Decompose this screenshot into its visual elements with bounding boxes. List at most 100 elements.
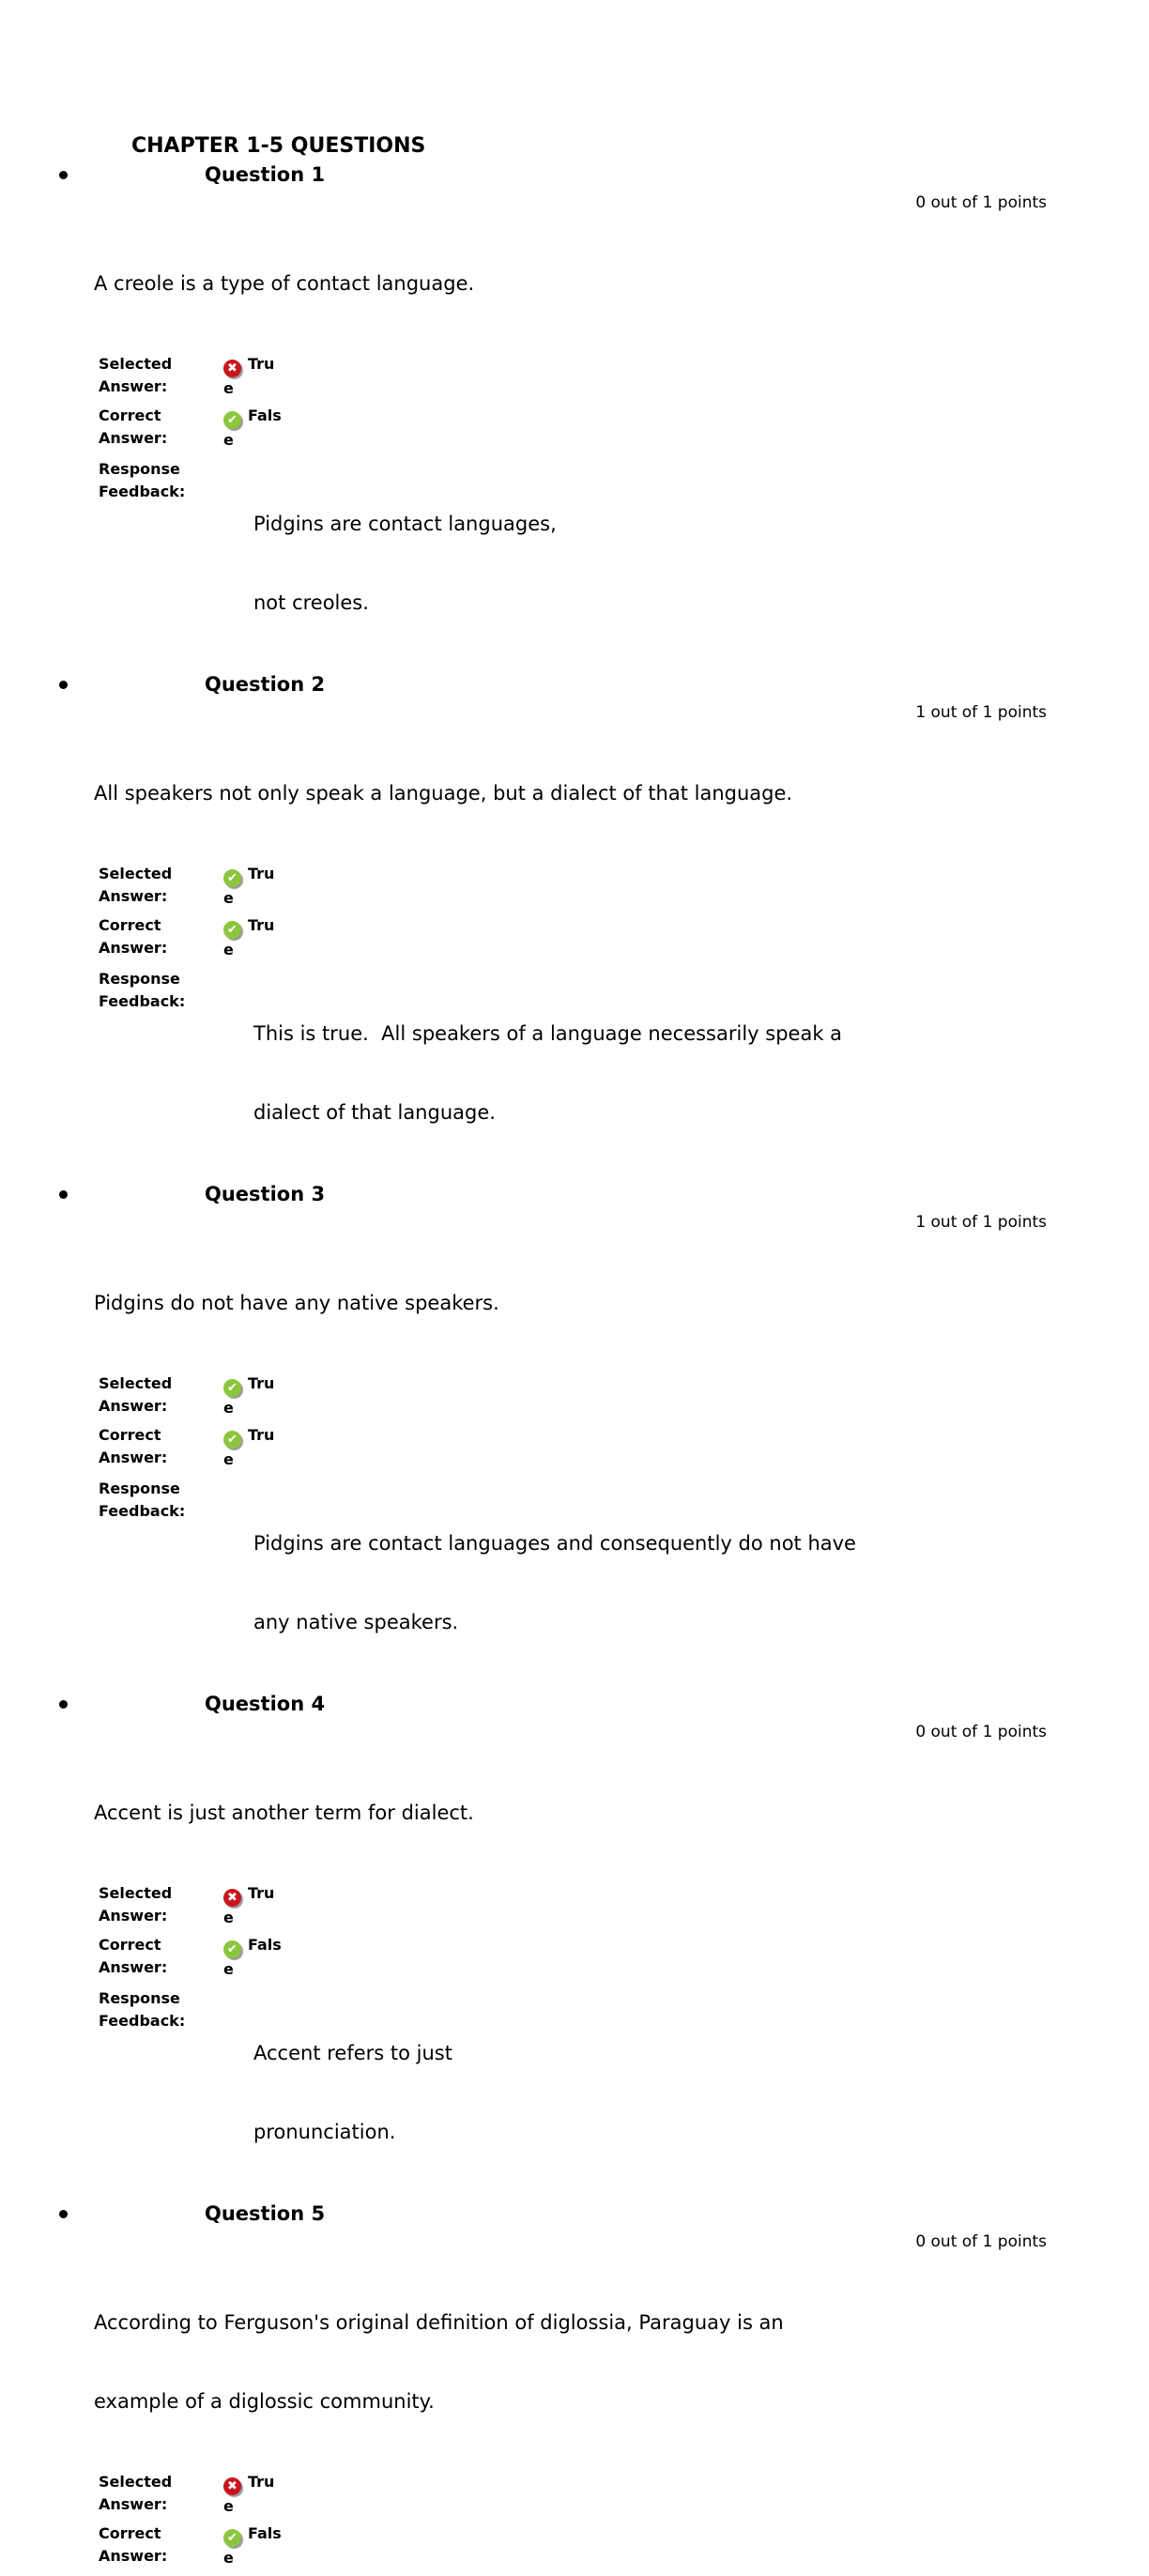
correct-answer-value: ✔ True bbox=[223, 914, 284, 961]
question-title: Question 1 bbox=[205, 163, 326, 186]
label-line: Selected bbox=[99, 2473, 173, 2491]
label-line: Answer: bbox=[99, 2547, 168, 2565]
question-text-line: A creole is a type of contact language. bbox=[94, 272, 475, 295]
correct-answer-label: Correct Answer: bbox=[99, 1934, 223, 1981]
label-line: Feedback: bbox=[99, 992, 186, 1010]
correct-answer-row: Correct Answer: ✔ True bbox=[99, 1424, 1047, 1471]
bullet-icon bbox=[59, 681, 68, 689]
label-line: Answer: bbox=[99, 1449, 168, 1466]
label-line: Selected bbox=[99, 355, 173, 373]
question-text-line: Accent is just another term for dialect. bbox=[94, 1802, 474, 1824]
answer-text: True bbox=[223, 865, 275, 907]
question-title: Question 4 bbox=[205, 1693, 326, 1715]
check-icon: ✔ bbox=[223, 411, 241, 429]
label-line: Correct bbox=[99, 1936, 161, 1954]
label-line: Response bbox=[99, 970, 180, 988]
response-feedback-row: Response Feedback: Accent refers to just … bbox=[99, 1987, 1047, 2198]
question-text: According to Ferguson's original definit… bbox=[94, 2257, 1047, 2467]
question-block-4: Question 4 0 out of 1 points Accent is j… bbox=[59, 1692, 1047, 2198]
label-line: Selected bbox=[99, 1884, 173, 1902]
feedback-line: dialect of that language. bbox=[253, 1101, 496, 1124]
question-title: Question 5 bbox=[205, 2202, 326, 2225]
answers-section: Selected Answer: ✖ True Correct Answer: ✔ Fa… bbox=[99, 2471, 1047, 2569]
correct-answer-label: Correct Answer: bbox=[99, 1424, 223, 1471]
feedback-text: Accent refers to just pronunciation. bbox=[223, 1987, 986, 2198]
selected-answer-value: ✔ True bbox=[223, 1372, 284, 1419]
label-line: Answer: bbox=[99, 2495, 168, 2513]
check-icon: ✔ bbox=[223, 1431, 241, 1449]
feedback-text: Pidgins are contact languages and conseq… bbox=[223, 1478, 986, 1688]
selected-answer-label: Selected Answer: bbox=[99, 1882, 223, 1929]
selected-answer-value: ✖ True bbox=[223, 2471, 284, 2518]
points-score: 0 out of 1 points bbox=[915, 1723, 1047, 1741]
points-score: 1 out of 1 points bbox=[915, 703, 1047, 722]
selected-answer-label: Selected Answer: bbox=[99, 353, 223, 400]
selected-answer-row: Selected Answer: ✖ True bbox=[99, 1882, 1047, 1929]
x-icon: ✖ bbox=[223, 360, 241, 377]
response-feedback-label: Response Feedback: bbox=[99, 1478, 223, 1688]
selected-answer-value: ✖ True bbox=[223, 353, 284, 400]
label-line: Correct bbox=[99, 2524, 161, 2542]
selected-answer-value: ✔ True bbox=[223, 863, 284, 910]
answers-section: Selected Answer: ✔ True Correct Answer: ✔ Tr… bbox=[99, 863, 1047, 1178]
points-score: 1 out of 1 points bbox=[915, 1213, 1047, 1232]
bullet-icon bbox=[59, 1190, 68, 1199]
page-title: CHAPTER 1-5 QUESTIONS bbox=[131, 134, 426, 158]
question-text-line: All speakers not only speak a language, … bbox=[94, 782, 793, 805]
feedback-text: Pidgins are contact languages, not creol… bbox=[223, 458, 986, 668]
question-text-line: Pidgins do not have any native speakers. bbox=[94, 1292, 499, 1314]
label-line: Feedback: bbox=[99, 483, 186, 500]
answer-text: True bbox=[223, 355, 275, 397]
question-block-3: Question 3 1 out of 1 points Pidgins do … bbox=[59, 1182, 1047, 1688]
check-icon: ✔ bbox=[223, 2529, 241, 2547]
check-icon: ✔ bbox=[223, 921, 241, 939]
response-feedback-label: Response Feedback: bbox=[99, 968, 223, 1178]
feedback-line: Accent refers to just bbox=[253, 2042, 452, 2064]
feedback-text: This is true. All speakers of a language… bbox=[223, 968, 986, 1178]
feedback-line: Pidgins are contact languages and conseq… bbox=[253, 1532, 856, 1555]
correct-answer-row: Correct Answer: ✔ False bbox=[99, 1934, 1047, 1981]
question-block-2: Question 2 1 out of 1 points All speaker… bbox=[59, 672, 1047, 1178]
selected-answer-row: Selected Answer: ✔ True bbox=[99, 1372, 1047, 1419]
label-line: Answer: bbox=[99, 1907, 168, 1924]
response-feedback-row: Response Feedback: Pidgins are contact la… bbox=[99, 1478, 1047, 1688]
answer-text: False bbox=[223, 406, 282, 449]
label-line: Feedback: bbox=[99, 1502, 186, 1520]
quiz-review-page: CHAPTER 1-5 QUESTIONS Question 1 0 out o… bbox=[59, 134, 1047, 2569]
selected-answer-value: ✖ True bbox=[223, 1882, 284, 1929]
answer-text: True bbox=[223, 1374, 275, 1417]
feedback-line: This is true. All speakers of a language… bbox=[253, 1022, 843, 1045]
correct-answer-row: Correct Answer: ✔ False bbox=[99, 2522, 1047, 2569]
correct-answer-value: ✔ False bbox=[223, 2522, 284, 2569]
response-feedback-label: Response Feedback: bbox=[99, 1987, 223, 2198]
feedback-line: any native speakers. bbox=[253, 1611, 459, 1633]
label-line: Answer: bbox=[99, 377, 168, 395]
selected-answer-label: Selected Answer: bbox=[99, 2471, 223, 2518]
selected-answer-row: Selected Answer: ✖ True bbox=[99, 353, 1047, 400]
label-line: Response bbox=[99, 1989, 180, 2007]
correct-answer-label: Correct Answer: bbox=[99, 2522, 223, 2569]
correct-answer-row: Correct Answer: ✔ False bbox=[99, 405, 1047, 452]
check-icon: ✔ bbox=[223, 1940, 241, 1958]
check-icon: ✔ bbox=[223, 1379, 241, 1397]
label-line: Answer: bbox=[99, 887, 168, 905]
label-line: Answer: bbox=[99, 1397, 168, 1415]
answers-section: Selected Answer: ✖ True Correct Answer: ✔ Fa… bbox=[99, 1882, 1047, 2198]
selected-answer-label: Selected Answer: bbox=[99, 1372, 223, 1419]
bullet-icon bbox=[59, 171, 68, 179]
check-icon: ✔ bbox=[223, 869, 241, 887]
feedback-line: Pidgins are contact languages, bbox=[253, 513, 557, 535]
answer-text: True bbox=[223, 916, 275, 958]
selected-answer-label: Selected Answer: bbox=[99, 863, 223, 910]
label-line: Correct bbox=[99, 406, 161, 424]
correct-answer-value: ✔ False bbox=[223, 405, 284, 452]
feedback-line: pronunciation. bbox=[253, 2121, 396, 2143]
feedback-line: not creoles. bbox=[253, 591, 369, 614]
label-line: Selected bbox=[99, 865, 173, 882]
correct-answer-value: ✔ False bbox=[223, 1934, 284, 1981]
response-feedback-row: Response Feedback: Pidgins are contact la… bbox=[99, 458, 1047, 668]
x-icon: ✖ bbox=[223, 1889, 241, 1907]
label-line: Correct bbox=[99, 1426, 161, 1444]
answers-section: Selected Answer: ✔ True Correct Answer: ✔ Tr… bbox=[99, 1372, 1047, 1688]
question-text: All speakers not only speak a language, … bbox=[94, 728, 1047, 859]
